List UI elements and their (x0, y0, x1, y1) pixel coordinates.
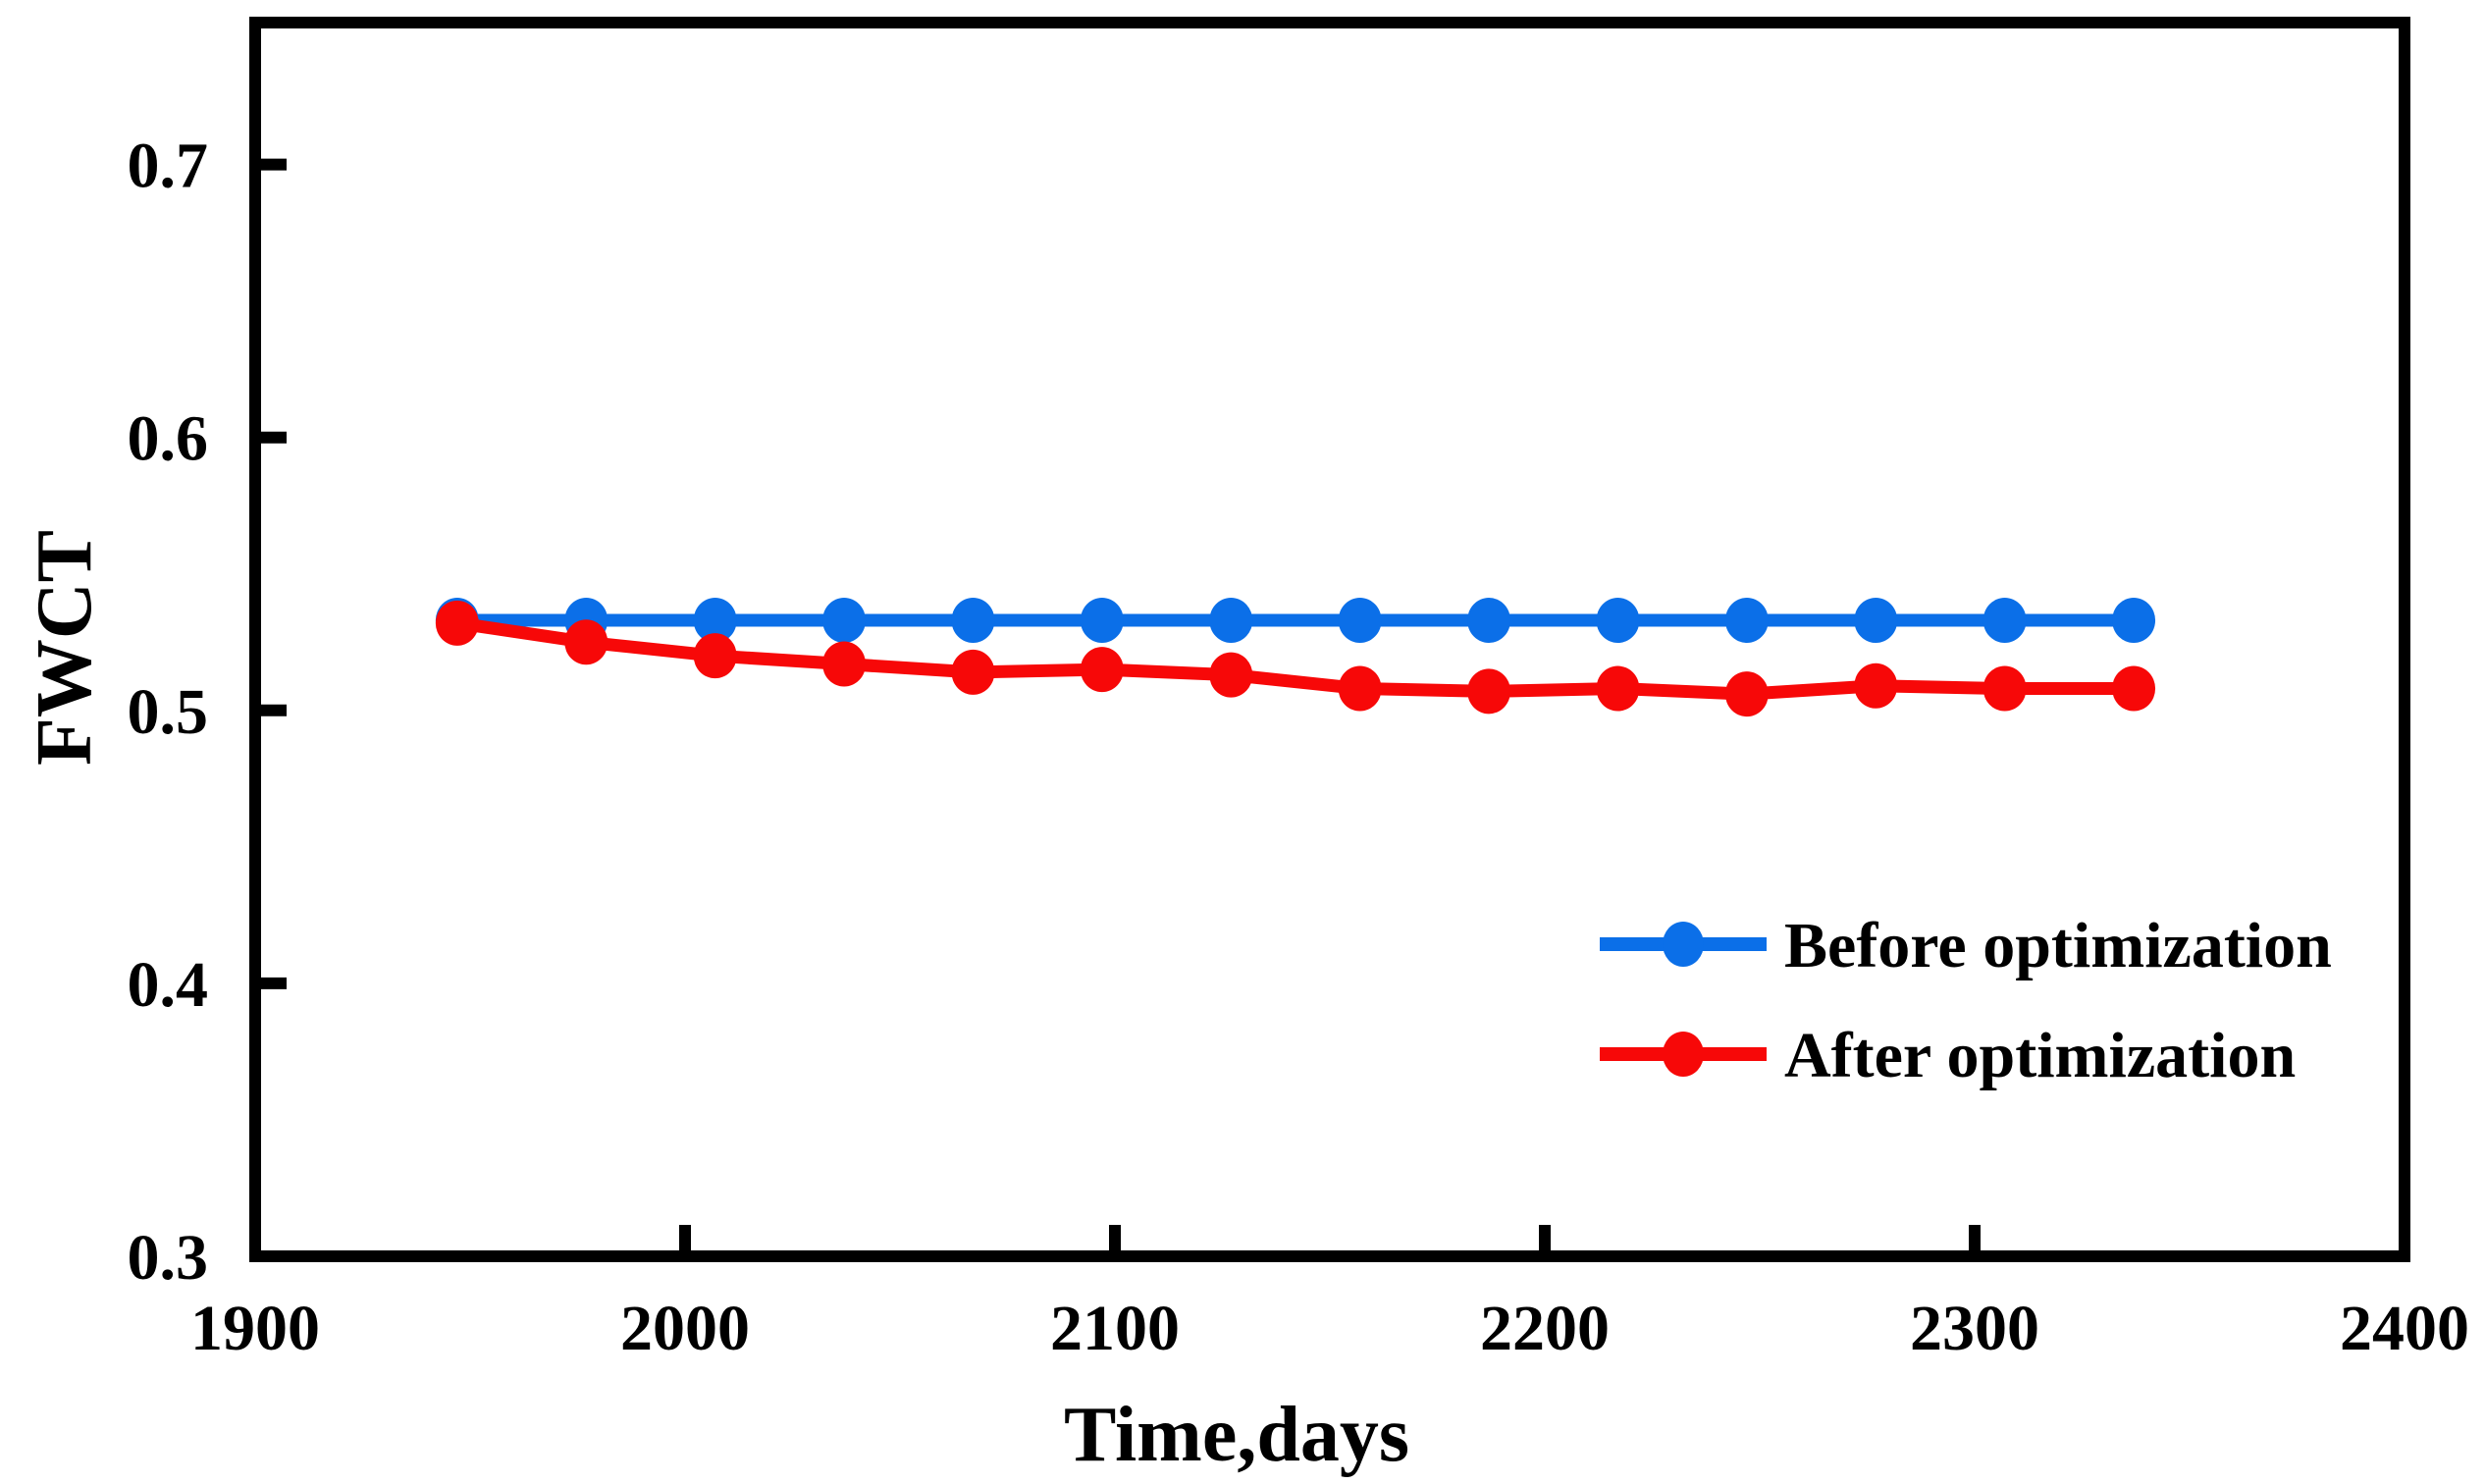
legend-label: Before optimization (1784, 910, 2332, 981)
series-before-optimization-marker (1080, 598, 1124, 644)
series-after-optimization-marker (1338, 665, 1382, 712)
series-before-optimization-marker (1983, 598, 2027, 644)
legend: Before optimization After optimization (1600, 910, 2332, 1091)
x-axis-tick-label: 2100 (1050, 1293, 1180, 1364)
legend-marker-icon (1663, 1032, 1704, 1077)
legend-label: After optimization (1784, 1020, 2296, 1091)
plot-border (249, 17, 2410, 1262)
y-axis-tick-label: 0.4 (128, 949, 209, 1021)
series-after-optimization-marker (1724, 671, 1769, 717)
series-before-optimization-marker (1596, 598, 1640, 644)
series-after-optimization-marker (1596, 665, 1640, 712)
series-before-optimization-marker (951, 598, 995, 644)
series-before-optimization-marker (1854, 598, 1898, 644)
series-after-optimization-marker (951, 649, 995, 695)
series-before-optimization-marker (2112, 598, 2156, 644)
x-axis-tick-label: 2200 (1480, 1293, 1610, 1364)
series-before-optimization-marker (822, 598, 867, 644)
y-axis-tick-label: 0.3 (128, 1222, 209, 1294)
legend-item-before-optimization: Before optimization (1600, 910, 2332, 981)
series-after-optimization-marker (822, 641, 867, 687)
x-axis-tick-label: 2400 (2340, 1293, 2469, 1364)
series-after-optimization-marker (1467, 668, 1511, 715)
x-axis-tick-label: 2000 (620, 1293, 750, 1364)
series-after-optimization-marker (1983, 665, 2027, 712)
y-axis-tick-label: 0.7 (128, 131, 209, 202)
x-axis-tick-label: 2300 (1910, 1293, 2039, 1364)
legend-item-after-optimization: After optimization (1600, 1020, 2296, 1091)
y-axis-tick-label: 0.6 (128, 403, 209, 475)
series-before-optimization-marker (1724, 598, 1769, 644)
y-axis-title: FWCT (22, 530, 108, 766)
series-after-optimization-marker (693, 633, 737, 679)
series-after-optimization-marker (1209, 652, 1253, 698)
series-after-optimization-marker (2112, 665, 2156, 712)
series-before-optimization-marker (1467, 598, 1511, 644)
series-after-optimization (435, 600, 2156, 717)
series-after-optimization-marker (435, 600, 479, 646)
series-before-optimization-marker (1209, 598, 1253, 644)
axes: 1900 2000 2100 2200 2300 2400 0.3 0.4 0.5 0.6 0.7 T… (22, 17, 2469, 1478)
y-axis-tick-label: 0.5 (128, 676, 209, 748)
x-axis-title: Time,days (1064, 1392, 1409, 1478)
series-before-optimization-marker (1338, 598, 1382, 644)
legend-marker-icon (1663, 922, 1704, 967)
series-after-optimization-marker (564, 619, 608, 665)
series-after-optimization-marker (1854, 662, 1898, 709)
x-axis-tick-label: 1900 (190, 1293, 320, 1364)
series-before-optimization-marker (693, 598, 737, 644)
series-after-optimization-marker (1080, 647, 1124, 693)
series-before-optimization (435, 598, 2156, 644)
